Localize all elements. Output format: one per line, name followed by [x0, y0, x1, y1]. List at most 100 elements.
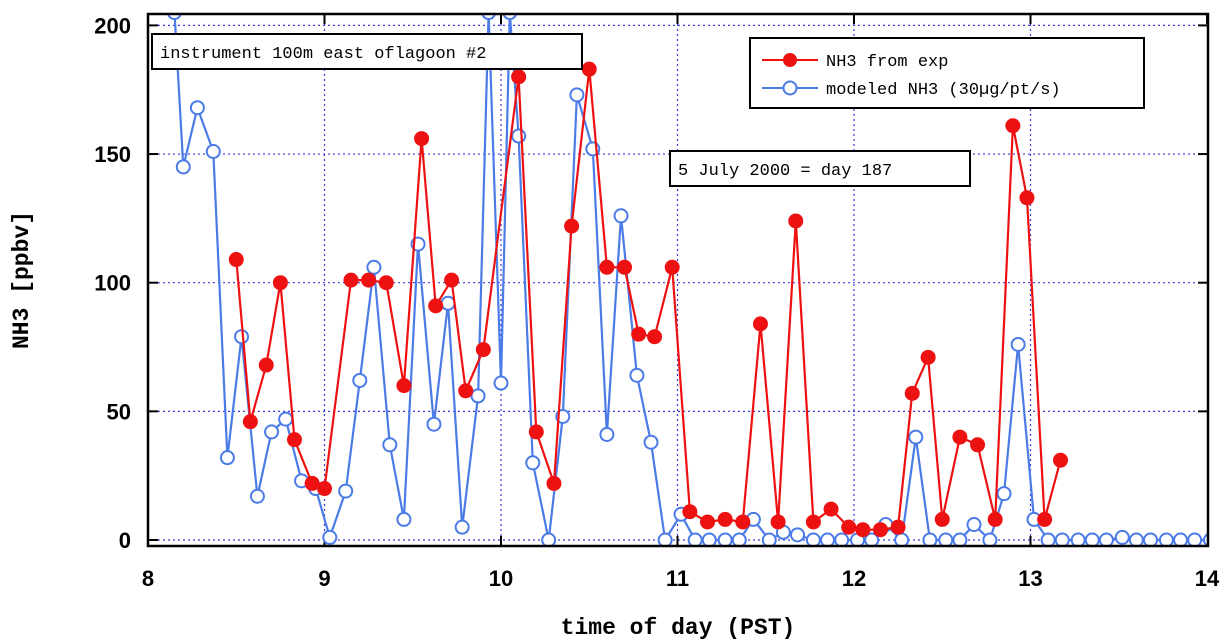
- point-model: [731, 532, 747, 546]
- point-model: [629, 367, 645, 383]
- x-axis-label: time of day (PST): [561, 615, 796, 641]
- point-model: [502, 14, 518, 21]
- point-exp: [841, 519, 857, 535]
- point-exp: [428, 298, 444, 314]
- point-exp: [458, 383, 474, 399]
- point-exp: [788, 213, 804, 229]
- point-model: [1114, 529, 1130, 545]
- point-exp: [987, 511, 1003, 527]
- point-model: [1084, 532, 1100, 546]
- point-model: [493, 375, 509, 391]
- y-tick-label: 100: [94, 271, 131, 296]
- point-model: [1158, 532, 1174, 546]
- axis-ticks: 8 9 10 11 12 13 14 0 50 100 150 200: [94, 13, 1220, 591]
- point-exp: [934, 511, 950, 527]
- point-model: [599, 427, 615, 443]
- point-exp: [511, 69, 527, 85]
- point-exp: [581, 61, 597, 77]
- plot-frame: [146, 12, 1210, 548]
- svg-text:5 July 2000 = day 187: 5 July 2000 = day 187: [678, 162, 892, 181]
- point-exp: [855, 522, 871, 538]
- point-model: [834, 532, 850, 546]
- x-tick-label: 12: [842, 566, 866, 591]
- series-exp: [228, 61, 1069, 538]
- point-exp: [664, 259, 680, 275]
- point-model: [1010, 336, 1026, 352]
- point-exp: [599, 259, 615, 275]
- point-model: [1070, 532, 1086, 546]
- y-tick-label: 150: [94, 142, 131, 167]
- point-exp: [378, 275, 394, 291]
- point-exp: [475, 342, 491, 358]
- point-model: [952, 532, 968, 546]
- legend-marker-model: [782, 80, 798, 96]
- point-model: [1187, 532, 1203, 546]
- point-exp: [1019, 190, 1035, 206]
- x-tick-label: 8: [142, 566, 154, 591]
- point-model: [511, 128, 527, 144]
- point-model: [338, 483, 354, 499]
- point-model: [701, 532, 717, 546]
- point-model: [481, 14, 496, 21]
- point-model: [894, 532, 910, 546]
- point-exp: [444, 272, 460, 288]
- point-exp: [805, 514, 821, 530]
- point-model: [541, 532, 557, 546]
- point-exp: [872, 522, 888, 538]
- point-exp: [952, 429, 968, 445]
- point-model: [264, 424, 280, 440]
- point-model: [366, 259, 382, 275]
- point-model: [249, 488, 265, 504]
- y-tick-label: 0: [119, 528, 131, 553]
- point-model: [219, 450, 235, 466]
- point-model: [426, 416, 442, 432]
- point-exp: [414, 131, 430, 147]
- data-series: [167, 14, 1208, 546]
- x-tick-label: 11: [666, 566, 689, 591]
- point-model: [864, 532, 880, 546]
- point-model: [352, 372, 368, 388]
- point-model: [1128, 532, 1144, 546]
- point-exp: [564, 218, 580, 234]
- svg-text:instrument 100m east oflagoon: instrument 100m east oflagoon #2: [160, 45, 486, 64]
- point-model: [805, 532, 821, 546]
- point-exp: [904, 385, 920, 401]
- point-exp: [631, 326, 647, 342]
- point-exp: [317, 481, 332, 497]
- y-axis-label: NH3 [ppbv]: [9, 211, 35, 349]
- point-exp: [700, 514, 716, 530]
- point-model: [922, 532, 938, 546]
- point-model: [167, 14, 182, 21]
- point-exp: [647, 329, 663, 345]
- point-model: [1040, 532, 1056, 546]
- point-model: [175, 159, 191, 175]
- point-exp: [286, 432, 302, 448]
- point-exp: [528, 424, 544, 440]
- point-exp: [920, 349, 936, 365]
- point-model: [525, 455, 541, 471]
- point-exp: [770, 514, 786, 530]
- point-model: [1098, 532, 1114, 546]
- annotation-location: instrument 100m east oflagoon #2: [151, 33, 583, 70]
- legend-box: [749, 37, 1145, 109]
- point-model: [278, 411, 294, 427]
- point-model: [966, 517, 982, 533]
- legend-marker-exp: [783, 53, 797, 67]
- point-exp: [304, 475, 320, 491]
- point-model: [657, 532, 673, 546]
- point-model: [1173, 532, 1189, 546]
- point-exp: [242, 414, 258, 430]
- point-exp: [1005, 118, 1021, 134]
- point-exp: [735, 514, 751, 530]
- series-model: [167, 14, 1208, 546]
- point-model: [205, 143, 221, 159]
- point-exp: [682, 504, 698, 520]
- point-exp: [272, 275, 288, 291]
- point-model: [982, 532, 998, 546]
- point-model: [996, 486, 1012, 502]
- point-exp: [1053, 452, 1069, 468]
- point-exp: [752, 316, 768, 332]
- x-tick-label: 9: [318, 566, 330, 591]
- point-model: [454, 519, 470, 535]
